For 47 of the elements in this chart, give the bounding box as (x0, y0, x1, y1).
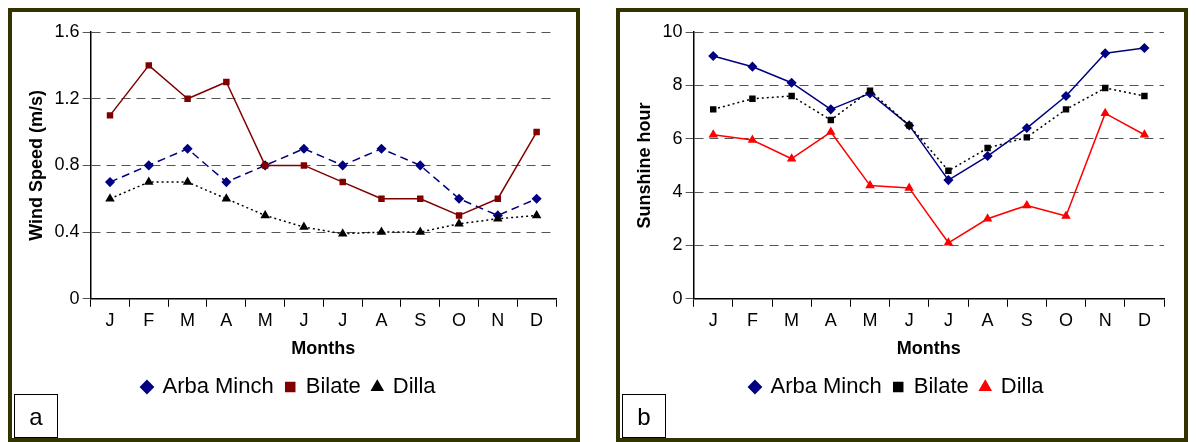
x-tick-label: F (746, 309, 758, 330)
x-tick-label: A (375, 309, 388, 330)
x-axis-title: Months (896, 338, 961, 359)
y-axis-title: Sunshine hour (633, 102, 654, 229)
y-tick-label: 0 (672, 287, 683, 308)
x-tick-label: D (1137, 309, 1151, 330)
legend-label: Bilate (913, 373, 969, 399)
x-tick-label: S (414, 309, 427, 330)
x-tick-label: M (784, 309, 800, 330)
x-tick-label: A (981, 309, 994, 330)
x-tick-label: J (943, 309, 953, 330)
x-tick-label: J (299, 309, 309, 330)
x-tick-label: J (708, 309, 718, 330)
y-tick-label: 0.8 (54, 154, 80, 175)
y-tick-label: 6 (672, 127, 683, 148)
y-tick-label: 0.4 (54, 221, 80, 242)
legend-label: Dilla (392, 373, 437, 399)
y-axis-title: Wind Speed (m/s) (25, 89, 46, 241)
legend-label: Arba Minch (162, 373, 274, 399)
x-tick-label: O (452, 309, 467, 330)
x-tick-label: J (904, 309, 914, 330)
y-tick-label: 1.2 (54, 87, 80, 108)
x-tick-label: A (824, 309, 837, 330)
y-tick-label: 4 (672, 181, 683, 202)
legend-label: Arba Minch (770, 373, 882, 399)
x-tick-label: J (338, 309, 348, 330)
text: b (622, 394, 666, 438)
x-tick-label: D (530, 309, 544, 330)
legend-label: Dilla (1000, 373, 1045, 399)
x-tick-label: J (105, 309, 115, 330)
legend-label: Bilate (305, 373, 361, 399)
y-tick-label: 8 (672, 74, 683, 95)
x-tick-label: M (257, 309, 273, 330)
x-tick-label: M (862, 309, 878, 330)
y-tick-label: 2 (672, 234, 683, 255)
x-tick-label: N (1098, 309, 1112, 330)
x-tick-label: M (180, 309, 196, 330)
text: a (14, 394, 58, 438)
y-tick-label: 1.6 (54, 20, 80, 41)
y-tick-label: 0 (69, 287, 80, 308)
x-tick-label: N (491, 309, 505, 330)
y-tick-label: 10 (662, 20, 683, 41)
x-tick-label: A (220, 309, 233, 330)
x-tick-label: F (143, 309, 155, 330)
x-axis-title: Months (291, 338, 356, 359)
x-tick-label: O (1059, 309, 1074, 330)
x-tick-label: S (1020, 309, 1033, 330)
